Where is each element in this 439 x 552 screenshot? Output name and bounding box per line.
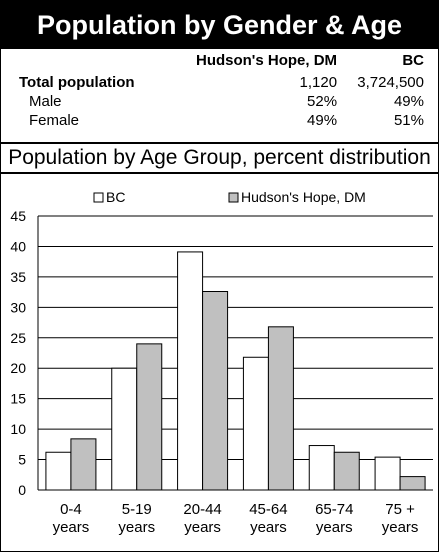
y-tick-label: 10	[10, 421, 26, 437]
stats-row-value-hudsons-hope: 49%	[307, 112, 338, 129]
stats-header-hudsons-hope: Hudson's Hope, DM	[195, 52, 338, 69]
x-tick-label: 5-19	[122, 501, 152, 518]
bar	[111, 367, 138, 491]
y-tick-label: 20	[10, 360, 26, 376]
y-tick-label: 30	[10, 299, 26, 315]
x-tick-label: years	[316, 519, 353, 536]
legend-swatch	[93, 192, 104, 203]
y-tick-label: 35	[10, 269, 26, 285]
y-tick-label: 5	[18, 452, 26, 468]
bar	[136, 343, 163, 491]
x-tick-label: 75 +	[385, 501, 415, 518]
population-stats-table: Hudson's Hope, DM BC Total population 1,…	[1, 49, 438, 130]
stats-row-label: Total population	[19, 74, 135, 91]
bar	[308, 445, 335, 491]
stats-row-value-hudsons-hope: 1,120	[299, 74, 338, 91]
bar	[374, 456, 401, 491]
stats-header-bc: BC	[402, 52, 424, 69]
stats-row-label: Male	[29, 93, 62, 110]
stats-header-row: Hudson's Hope, DM BC	[1, 49, 438, 73]
stats-row-female: Female 49% 51%	[1, 111, 438, 130]
x-tick-label: years	[184, 519, 221, 536]
bar	[267, 326, 294, 491]
bar	[242, 356, 269, 491]
y-tick-label: 45	[10, 208, 26, 224]
legend-swatch	[228, 192, 239, 203]
y-tick-label: 15	[10, 391, 26, 407]
y-tick-label: 40	[10, 238, 26, 254]
age-distribution-chart: 0510152025303540450-4years5-19years20-44…	[10, 189, 433, 536]
stats-row-male: Male 52% 49%	[1, 92, 438, 111]
x-tick-label: 45-64	[249, 501, 287, 518]
stats-header-blank	[1, 49, 196, 73]
stats-row-value-bc: 3,724,500	[357, 74, 424, 91]
bar	[177, 251, 204, 491]
stats-row-value-hudsons-hope: 52%	[307, 93, 338, 110]
stats-row-value-bc: 49%	[393, 93, 424, 110]
bar	[202, 291, 229, 491]
bar	[70, 438, 97, 491]
page-title: Population by Gender & Age	[1, 1, 438, 49]
legend-label: Hudson's Hope, DM	[241, 189, 366, 205]
stats-row-total: Total population 1,120 3,724,500	[1, 73, 438, 92]
x-tick-label: years	[53, 519, 90, 536]
stats-row-label: Female	[29, 112, 80, 129]
stats-row-value-bc: 51%	[393, 112, 424, 129]
y-tick-label: 0	[18, 482, 26, 498]
x-tick-label: years	[250, 519, 287, 536]
x-tick-label: years	[118, 519, 155, 536]
bar	[399, 476, 426, 491]
bar	[333, 451, 360, 491]
bar	[45, 451, 72, 491]
x-tick-label: 65-74	[315, 501, 353, 518]
x-tick-label: 0-4	[60, 501, 82, 518]
y-tick-label: 25	[10, 330, 26, 346]
legend-label: BC	[106, 189, 125, 205]
x-tick-label: years	[382, 519, 419, 536]
x-tick-label: 20-44	[183, 501, 221, 518]
section-title: Population by Age Group, percent distrib…	[1, 142, 438, 174]
